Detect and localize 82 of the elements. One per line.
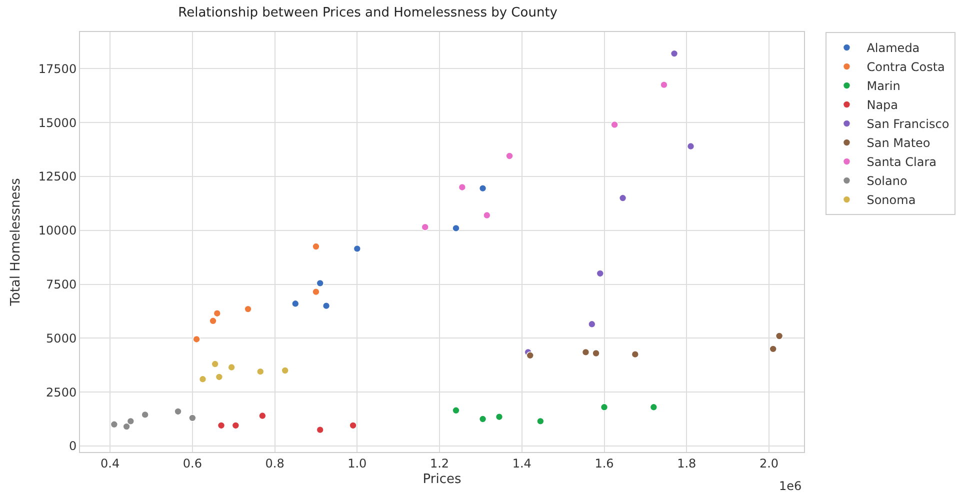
- legend-label: Marin: [866, 79, 900, 94]
- point: [769, 345, 778, 353]
- point: [213, 309, 222, 318]
- point: [256, 368, 264, 376]
- x-tick-label: 1.4: [512, 456, 532, 470]
- point: [458, 183, 466, 192]
- point: [482, 211, 491, 220]
- point: [122, 422, 130, 430]
- x-tick-label: 1.6: [594, 456, 614, 470]
- point: [582, 348, 590, 356]
- x-tick-label: 2.0: [759, 456, 779, 470]
- point: [192, 335, 200, 344]
- point: [209, 317, 217, 325]
- point: [610, 120, 618, 129]
- point: [126, 417, 135, 426]
- y-tick-label: 17500: [38, 62, 77, 76]
- point: [232, 422, 240, 430]
- y-tick-label: 2500: [46, 385, 77, 400]
- point: [316, 279, 324, 288]
- y-tick-label: 0: [68, 439, 77, 454]
- point: [174, 408, 182, 416]
- point: [592, 349, 600, 358]
- x-tick-label: 0.4: [100, 456, 120, 470]
- x-tick-label: 1.8: [677, 456, 696, 470]
- point: [452, 406, 460, 414]
- legend-label: Santa Clara: [866, 155, 937, 170]
- point: [600, 403, 608, 412]
- point: [281, 366, 289, 374]
- point: [110, 420, 118, 428]
- y-tick-label: 7500: [46, 277, 77, 292]
- point: [650, 403, 658, 412]
- y-tick-label: 5000: [46, 331, 77, 346]
- x-tick-label: 0.6: [182, 456, 202, 470]
- y-tick-label: 10000: [38, 224, 77, 238]
- point: [618, 194, 627, 202]
- point: [198, 375, 207, 384]
- x-axis-title: Prices: [422, 472, 462, 487]
- point: [141, 410, 149, 419]
- point: [421, 223, 430, 232]
- point: [588, 320, 596, 328]
- text: 1e6: [779, 479, 802, 493]
- point: [312, 288, 320, 296]
- point: [217, 422, 226, 430]
- legend-label: Napa: [866, 98, 898, 112]
- point: [291, 300, 300, 308]
- y-tick-label: 15000: [38, 116, 77, 130]
- legend-label: Sonoma: [866, 193, 916, 208]
- point: [478, 415, 487, 423]
- point: [495, 412, 504, 421]
- legend-label: Contra Costa: [866, 60, 945, 74]
- y-tick-label: 12500: [38, 170, 77, 184]
- point: [188, 414, 196, 422]
- point: [353, 244, 362, 253]
- legend-label: Solano: [866, 174, 908, 188]
- point: [478, 184, 487, 192]
- point: [215, 373, 224, 381]
- point: [452, 224, 460, 232]
- point: [686, 142, 695, 150]
- point: [536, 417, 544, 426]
- x-tick-label: 0.8: [265, 456, 284, 470]
- point: [349, 422, 357, 430]
- point: [322, 302, 330, 310]
- point: [670, 50, 678, 58]
- point: [258, 412, 266, 420]
- chart-title: Relationship between Prices and Homelessness by County: [178, 6, 558, 21]
- point: [228, 363, 236, 372]
- point: [526, 352, 534, 360]
- point: [660, 80, 668, 89]
- point: [596, 270, 604, 278]
- x-tick-label: 1.2: [430, 456, 450, 470]
- point: [211, 360, 219, 368]
- legend-label: Alameda: [866, 41, 920, 56]
- x-tick-label: 1.0: [348, 456, 367, 470]
- point: [506, 152, 514, 160]
- legend-label: San Francisco: [866, 117, 950, 132]
- legend-label: San Mateo: [866, 136, 930, 150]
- point: [312, 242, 320, 250]
- y-axis-title: Total Homelessness: [8, 178, 24, 307]
- point: [775, 332, 784, 340]
- point: [244, 305, 252, 313]
- point: [316, 426, 324, 434]
- point: [631, 350, 640, 358]
